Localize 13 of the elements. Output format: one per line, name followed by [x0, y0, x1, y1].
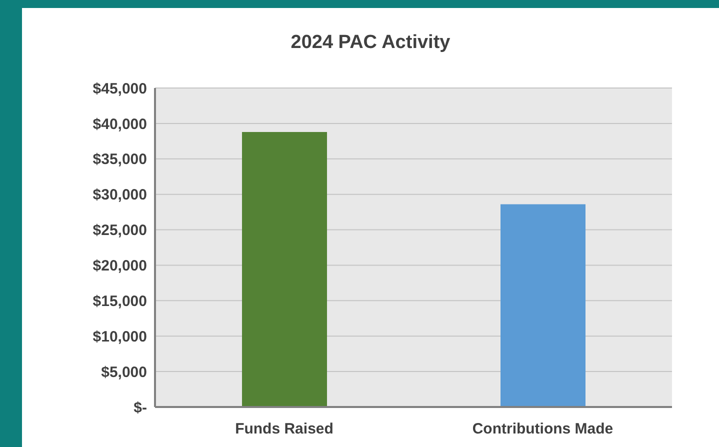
- y-tick-label: $10,000: [92, 328, 147, 346]
- x-tick-label: Funds Raised: [235, 420, 334, 438]
- y-tick-label: $5,000: [101, 364, 147, 381]
- y-tick-label: $15,000: [92, 292, 147, 310]
- y-tick-label: $25,000: [92, 222, 147, 240]
- x-tick-label: Contributions Made: [472, 420, 614, 438]
- y-tick-label: $40,000: [92, 116, 147, 133]
- chart-title: 2024 PAC Activity: [290, 32, 452, 54]
- y-tick-label: $-: [134, 399, 147, 416]
- y-tick-label: $45,000: [92, 80, 147, 98]
- y-tick-label: $20,000: [92, 258, 147, 275]
- y-tick-label: $35,000: [92, 151, 147, 168]
- y-tick-label: $30,000: [92, 186, 147, 204]
